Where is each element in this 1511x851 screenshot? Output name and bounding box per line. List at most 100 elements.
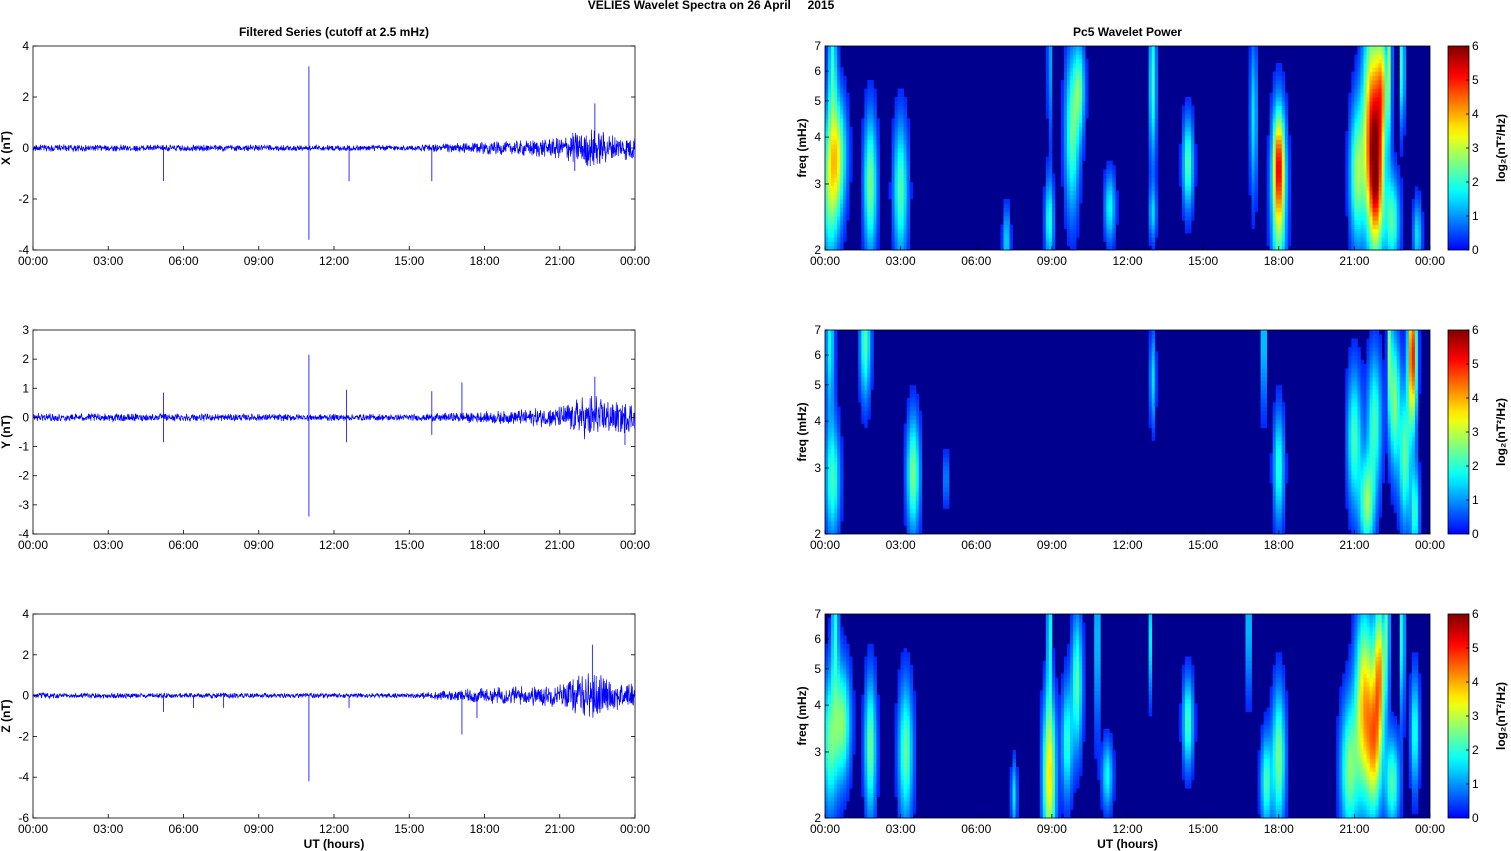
heatmap-cell bbox=[1372, 50, 1376, 55]
heatmap-cell bbox=[828, 177, 832, 183]
heatmap-cell bbox=[861, 122, 865, 128]
heatmap-cell bbox=[1042, 237, 1047, 242]
heatmap-cell bbox=[903, 432, 908, 437]
heatmap-cell bbox=[1354, 491, 1358, 497]
heatmap-cell bbox=[1381, 143, 1386, 149]
heatmap-cell bbox=[837, 114, 841, 119]
heatmap-cell bbox=[1281, 143, 1286, 149]
heatmap-cell bbox=[1378, 203, 1382, 208]
heatmap-cell bbox=[864, 173, 868, 179]
heatmap-cell bbox=[1354, 500, 1358, 505]
heatmap-cell bbox=[918, 474, 923, 480]
heatmap-cell bbox=[1272, 88, 1277, 94]
heatmap-cell bbox=[1154, 118, 1159, 123]
heatmap-cell bbox=[1360, 135, 1364, 140]
heatmap-cell bbox=[825, 529, 829, 535]
heatmap-cell bbox=[846, 207, 850, 213]
heatmap-cell bbox=[867, 402, 871, 407]
heatmap-cell bbox=[1396, 347, 1401, 352]
wavelet-panel-1-colorbar-tick-label: 5 bbox=[1472, 73, 1479, 87]
heatmap-cell bbox=[894, 97, 898, 102]
heatmap-cell bbox=[1369, 389, 1373, 395]
heatmap-cell bbox=[1278, 169, 1283, 174]
heatmap-cell bbox=[1351, 105, 1355, 111]
heatmap-cell bbox=[843, 190, 847, 196]
heatmap-cell bbox=[1417, 203, 1422, 208]
heatmap-cell bbox=[1414, 444, 1419, 450]
heatmap-cell bbox=[1151, 118, 1156, 123]
heatmap-cell bbox=[906, 474, 911, 480]
heatmap-cell bbox=[861, 152, 865, 157]
heatmap-cell bbox=[1278, 241, 1283, 247]
heatmap-cell bbox=[1393, 410, 1398, 416]
heatmap-cell bbox=[1269, 118, 1274, 123]
heatmap-cell bbox=[825, 75, 829, 81]
heatmap-cell bbox=[873, 237, 877, 242]
heatmap-cell bbox=[864, 224, 868, 230]
heatmap-cell bbox=[1387, 474, 1392, 480]
heatmap-cell bbox=[1063, 71, 1068, 77]
heatmap-cell bbox=[840, 220, 844, 225]
heatmap-cell bbox=[1375, 92, 1379, 98]
heatmap-cell bbox=[942, 483, 947, 488]
heatmap-cell bbox=[1396, 241, 1401, 247]
heatmap-cell bbox=[1048, 114, 1053, 119]
heatmap-cell bbox=[1375, 177, 1379, 183]
heatmap-cell bbox=[1181, 152, 1186, 157]
heatmap-cell bbox=[897, 216, 902, 221]
heatmap-cell bbox=[1372, 440, 1376, 446]
heatmap-cell bbox=[1248, 71, 1252, 77]
heatmap-cell bbox=[1369, 139, 1373, 145]
heatmap-cell bbox=[1272, 529, 1277, 535]
heatmap-cell bbox=[1348, 152, 1352, 157]
heatmap-cell bbox=[831, 135, 835, 140]
heatmap-cell bbox=[1378, 88, 1382, 94]
heatmap-cell bbox=[906, 508, 911, 514]
heatmap-cell bbox=[1073, 88, 1077, 94]
heatmap-cell bbox=[831, 173, 835, 179]
heatmap-cell bbox=[1070, 169, 1074, 174]
heatmap-cell bbox=[1369, 194, 1373, 200]
heatmap-cell bbox=[1378, 148, 1382, 153]
heatmap-cell bbox=[849, 169, 853, 174]
heatmap-cell bbox=[1357, 148, 1361, 153]
heatmap-cell bbox=[867, 194, 871, 200]
heatmap-cell bbox=[1112, 190, 1116, 196]
heatmap-cell bbox=[1399, 58, 1404, 64]
heatmap-cell bbox=[1390, 444, 1395, 450]
heatmap-cell bbox=[1369, 474, 1373, 480]
heatmap-cell bbox=[864, 207, 868, 213]
heatmap-cell bbox=[1281, 427, 1286, 433]
heatmap-cell bbox=[1188, 97, 1192, 102]
heatmap-cell bbox=[1148, 156, 1153, 162]
heatmap-cell bbox=[1284, 131, 1289, 136]
heatmap-cell bbox=[1191, 160, 1195, 166]
heatmap-cell bbox=[1414, 368, 1419, 373]
heatmap-cell bbox=[1281, 169, 1286, 174]
heatmap-cell bbox=[1263, 368, 1268, 373]
heatmap-cell bbox=[1348, 517, 1352, 522]
heatmap-cell bbox=[1387, 190, 1392, 196]
heatmap-cell bbox=[1372, 186, 1376, 191]
heatmap-cell bbox=[1399, 440, 1404, 446]
heatmap-cell bbox=[1372, 160, 1376, 166]
heatmap-cell bbox=[1411, 224, 1416, 230]
heatmap-cell bbox=[828, 50, 832, 55]
heatmap-cell bbox=[1357, 389, 1361, 395]
heatmap-cell bbox=[1417, 241, 1422, 247]
heatmap-cell bbox=[1281, 457, 1286, 463]
heatmap-cell bbox=[1278, 88, 1283, 94]
heatmap-cell bbox=[1348, 347, 1352, 352]
heatmap-cell bbox=[909, 500, 914, 505]
heatmap-cell bbox=[1063, 84, 1068, 89]
heatmap-cell bbox=[1181, 203, 1186, 208]
heatmap-cell bbox=[1188, 186, 1192, 191]
heatmap-cell bbox=[1275, 241, 1280, 247]
heatmap-cell bbox=[825, 177, 829, 183]
heatmap-cell bbox=[891, 143, 895, 149]
heatmap-cell bbox=[891, 122, 895, 128]
heatmap-cell bbox=[1281, 487, 1286, 492]
heatmap-cell bbox=[1151, 105, 1156, 111]
heatmap-cell bbox=[1375, 376, 1379, 382]
heatmap-cell bbox=[1284, 478, 1289, 484]
